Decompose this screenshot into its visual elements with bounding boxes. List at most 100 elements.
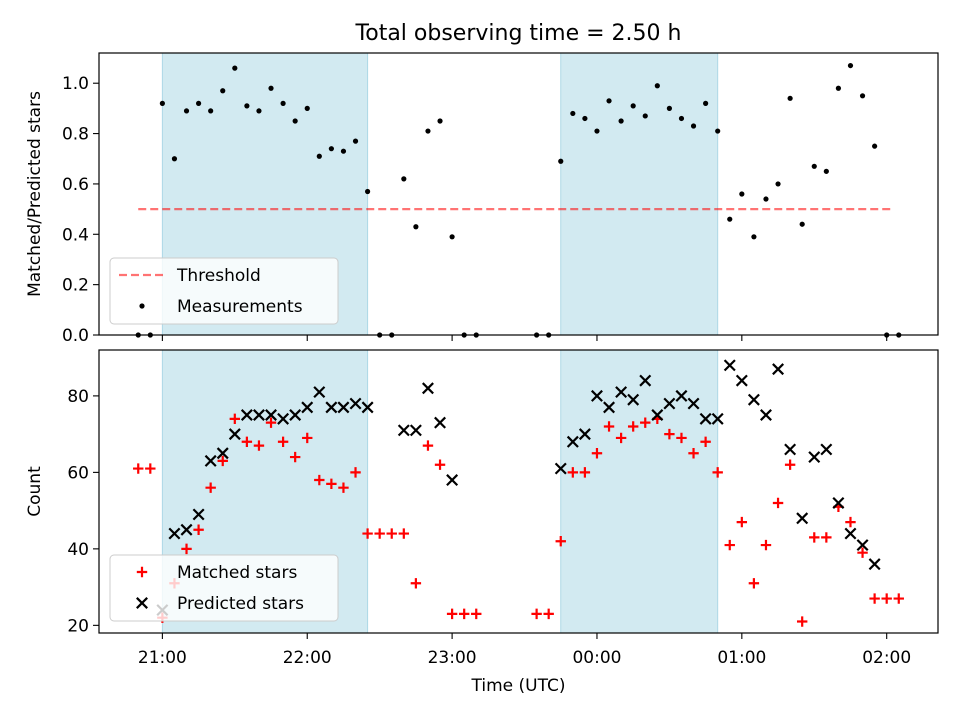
predicted-star-point bbox=[590, 389, 603, 402]
predicted-star-point bbox=[747, 393, 760, 406]
measurement-point bbox=[739, 191, 745, 197]
measurement-point bbox=[618, 118, 624, 124]
legend-label: Matched stars bbox=[177, 563, 297, 583]
matched-star-point bbox=[543, 608, 554, 620]
predicted-star-point bbox=[228, 428, 241, 441]
legend-marker bbox=[139, 303, 145, 309]
predicted-star-point bbox=[856, 539, 869, 552]
matched-star-point bbox=[422, 440, 434, 451]
matched-star-point bbox=[821, 532, 832, 543]
matched-star-point bbox=[869, 593, 880, 604]
measurement-point bbox=[799, 221, 805, 227]
predicted-star-point bbox=[361, 401, 374, 414]
predicted-star-point bbox=[603, 401, 616, 414]
predicted-star-point bbox=[711, 412, 724, 425]
legend-marker bbox=[136, 566, 148, 578]
predicted-star-point bbox=[289, 409, 302, 421]
matched-star-point bbox=[471, 608, 482, 620]
matched-star-point bbox=[688, 448, 699, 459]
predicted-star-point bbox=[216, 447, 229, 460]
matched-star-point bbox=[772, 497, 784, 509]
measurement-point bbox=[811, 163, 817, 169]
measurement-point bbox=[859, 93, 866, 99]
x-tick-label: 21:00 bbox=[138, 648, 187, 668]
count-y-tick-label: 60 bbox=[67, 463, 89, 483]
measurement-point bbox=[715, 128, 721, 134]
legend-marker bbox=[136, 597, 148, 609]
predicted-star-point bbox=[240, 409, 253, 421]
matched-star-point bbox=[265, 417, 277, 428]
predicted-star-point bbox=[868, 558, 881, 571]
matched-star-point bbox=[676, 432, 687, 444]
matched-star-point bbox=[338, 482, 349, 493]
matched-star-point bbox=[579, 467, 591, 478]
predicted-star-point bbox=[723, 359, 736, 372]
matched-star-point bbox=[193, 524, 204, 535]
predicted-star-point bbox=[699, 412, 712, 425]
matched-star-point bbox=[277, 436, 289, 447]
measurement-point bbox=[690, 123, 697, 129]
measurement-point bbox=[195, 100, 202, 106]
measurement-point bbox=[159, 100, 165, 106]
matched-star-point bbox=[253, 440, 265, 451]
predicted-star-point bbox=[784, 443, 797, 456]
matched-star-point bbox=[748, 578, 760, 589]
measurement-point bbox=[847, 62, 854, 69]
predicted-star-point bbox=[651, 409, 664, 421]
ratio-legend: Threshold Measurements bbox=[109, 257, 339, 325]
measurement-point bbox=[630, 103, 636, 109]
measurement-point bbox=[751, 234, 757, 240]
count-legend-box bbox=[109, 554, 339, 622]
predicted-star-point bbox=[566, 435, 579, 448]
ratio-y-tick-label: 0.2 bbox=[62, 276, 89, 296]
measurement-point bbox=[208, 108, 214, 114]
matched-star-point bbox=[241, 436, 253, 447]
ratio-y-tick-label: 0.4 bbox=[62, 225, 89, 245]
predicted-star-point bbox=[446, 474, 459, 487]
matched-star-point bbox=[362, 528, 373, 539]
measurement-point bbox=[365, 188, 371, 195]
matched-star-point bbox=[398, 528, 410, 539]
matched-star-point bbox=[567, 467, 579, 478]
count-y-tick-label: 80 bbox=[67, 387, 89, 407]
measurement-point bbox=[727, 216, 733, 222]
predicted-star-point bbox=[301, 401, 314, 414]
measurement-point bbox=[594, 128, 600, 134]
measurement-point bbox=[256, 108, 262, 114]
matched-star-point bbox=[181, 543, 192, 555]
measurement-point bbox=[232, 65, 238, 71]
measurement-point bbox=[642, 113, 648, 119]
matched-star-point bbox=[289, 451, 301, 463]
x-tick-label: 02:00 bbox=[862, 648, 911, 668]
matched-star-point bbox=[640, 417, 651, 428]
ratio-y-tick-label: 0.0 bbox=[62, 326, 89, 346]
measurement-point bbox=[558, 158, 564, 164]
matched-star-point bbox=[845, 516, 856, 528]
predicted-star-point bbox=[663, 397, 676, 410]
measurement-point bbox=[401, 176, 407, 182]
measurement-point bbox=[606, 98, 612, 104]
matched-star-point bbox=[784, 459, 796, 470]
matched-star-point bbox=[531, 608, 542, 620]
predicted-star-point bbox=[277, 412, 290, 425]
ratio-y-tick-label: 0.6 bbox=[62, 175, 89, 195]
predicted-star-point bbox=[820, 443, 833, 456]
ratio-legend-box bbox=[109, 257, 339, 325]
ratio-panel-frame bbox=[98, 52, 939, 336]
measurement-point bbox=[425, 128, 431, 134]
measurement-point bbox=[220, 88, 226, 94]
matched-star-point bbox=[893, 593, 904, 604]
chart-title: Total observing time = 2.50 h bbox=[355, 21, 682, 46]
measurement-point bbox=[449, 234, 455, 240]
legend-label: Threshold bbox=[176, 266, 261, 286]
matched-star-point bbox=[350, 467, 361, 478]
predicted-star-point bbox=[168, 527, 181, 540]
matched-star-point bbox=[603, 421, 615, 432]
predicted-star-point bbox=[627, 393, 640, 406]
matched-star-point bbox=[700, 436, 711, 447]
matched-star-point bbox=[615, 432, 627, 444]
predicted-star-point bbox=[397, 424, 410, 437]
predicted-star-point bbox=[434, 416, 447, 429]
